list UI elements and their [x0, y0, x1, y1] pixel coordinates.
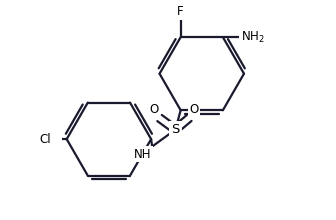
Text: O: O — [150, 103, 159, 116]
Text: NH$_2$: NH$_2$ — [241, 30, 265, 45]
Text: F: F — [177, 5, 184, 18]
Text: NH: NH — [134, 148, 151, 161]
Text: Cl: Cl — [39, 133, 51, 146]
Text: O: O — [190, 103, 199, 116]
Text: S: S — [171, 123, 179, 136]
